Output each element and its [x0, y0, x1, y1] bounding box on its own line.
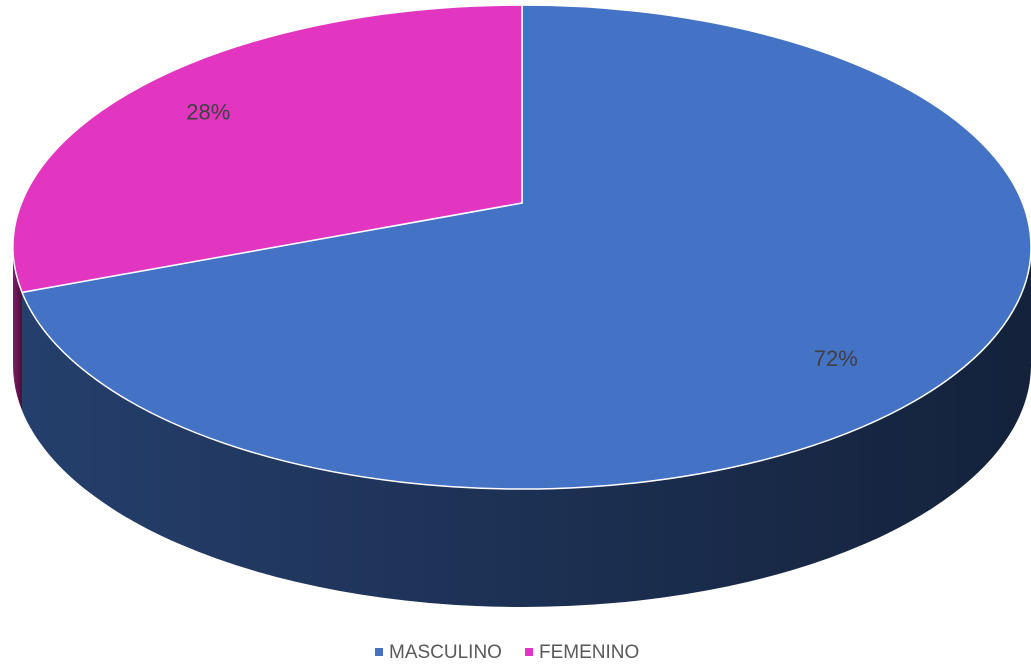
data-label: 72% [814, 346, 858, 371]
pie-slice [12, 4, 523, 294]
legend-swatch [375, 648, 383, 656]
legend-label: FEMENINO [539, 642, 639, 663]
pie-side [22, 247, 1031, 608]
pie-slice [20, 4, 1031, 490]
legend-label: MASCULINO [389, 642, 502, 663]
legend-swatch [525, 648, 533, 656]
data-label: 28% [186, 99, 230, 124]
